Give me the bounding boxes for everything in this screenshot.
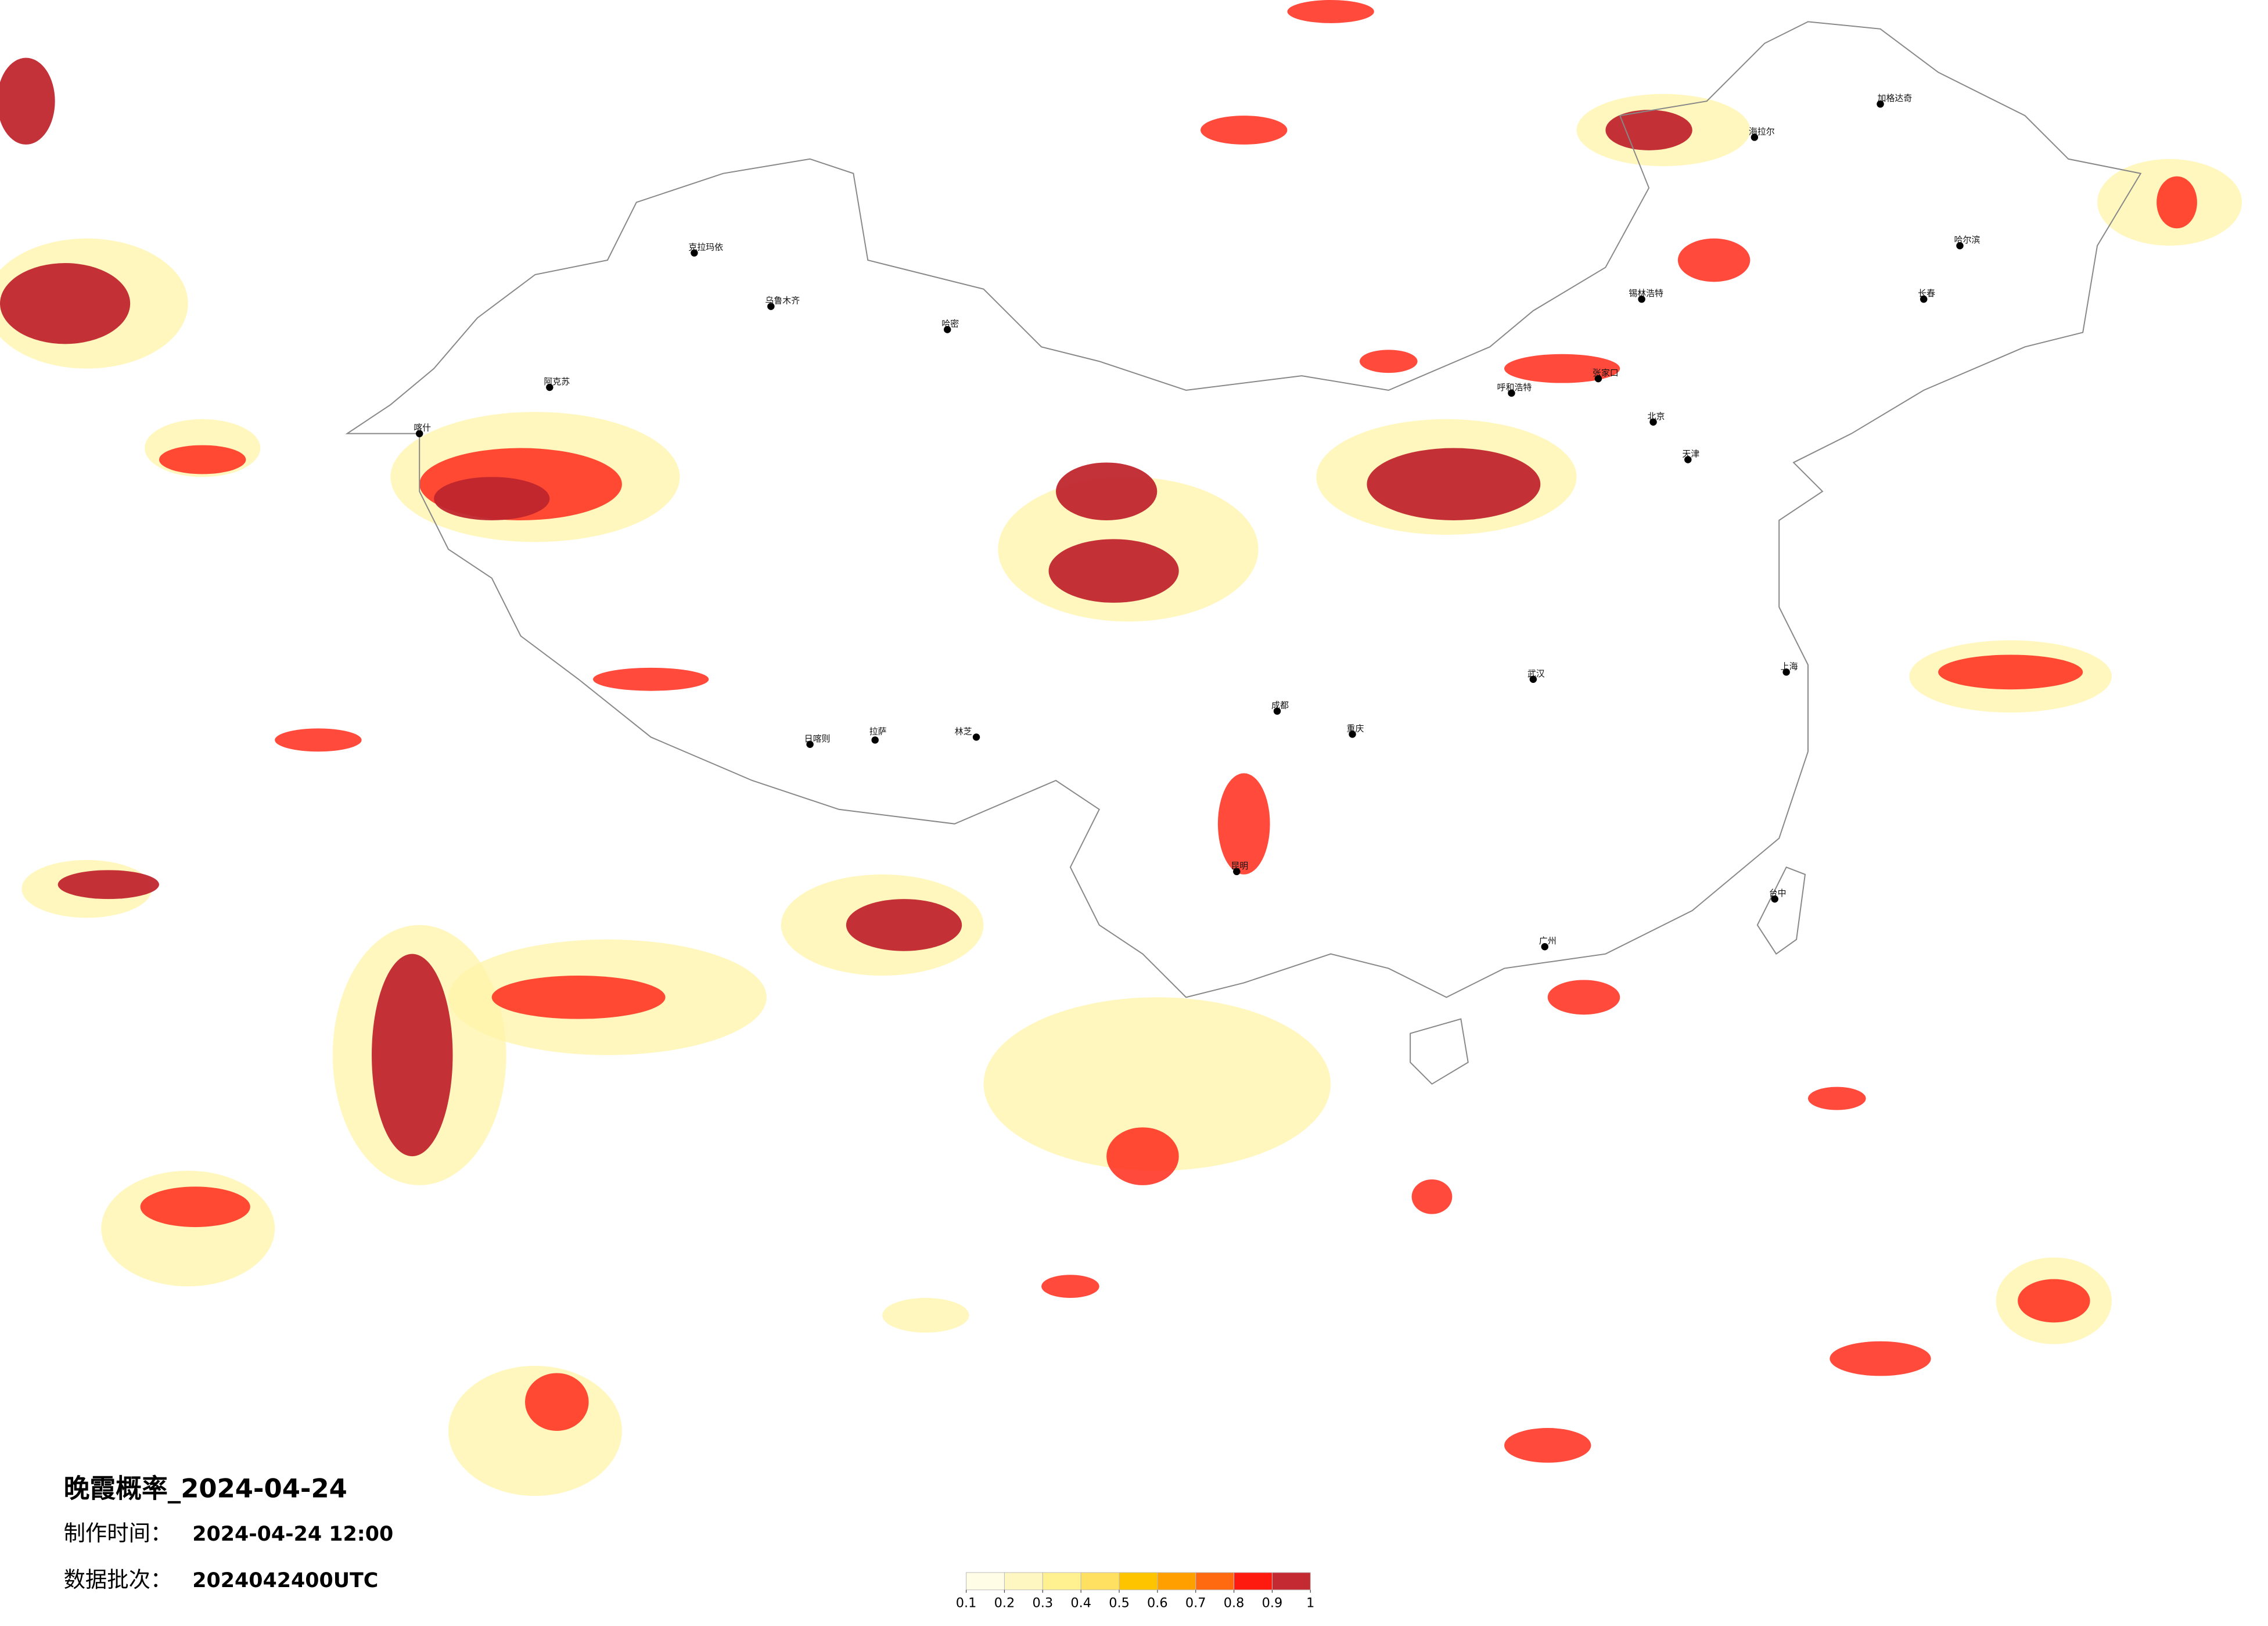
city-label: 喀什 (414, 423, 431, 433)
legend-swatch (1080, 1572, 1120, 1591)
city-label: 克拉玛依 (688, 242, 723, 253)
city-dot (1751, 134, 1759, 141)
probability-field (0, 0, 2242, 1497)
legend-swatch (1157, 1572, 1196, 1591)
city-label: 呼和浩特 (1497, 382, 1532, 393)
city-dot (1541, 943, 1548, 951)
legend-tick-label: 0.2 (994, 1596, 1015, 1611)
color-legend: 0.1 0.2 0.3 0.4 0.5 0.6 0.7 0.8 0.9 1 (956, 1572, 1314, 1611)
city-dot (1877, 100, 1884, 108)
legend-tick-label: 0.1 (956, 1596, 977, 1611)
city-label: 张家口 (1593, 368, 1619, 378)
city-label: 昆明 (1231, 861, 1248, 871)
legend-swatch (966, 1572, 1005, 1591)
legend-swatch (1042, 1572, 1081, 1591)
batch-value: 2024042400UTC (192, 1569, 378, 1592)
city-label: 林芝 (955, 726, 972, 736)
city-dot (972, 733, 980, 741)
city-label: 台中 (1769, 888, 1787, 898)
city-label: 锡林浩特 (1629, 288, 1663, 298)
taiwan-border (1756, 866, 1806, 955)
hainan-border (1410, 1018, 1469, 1085)
city-dot (1638, 295, 1645, 303)
city-label: 天津 (1682, 448, 1699, 459)
legend-swatch (1119, 1572, 1158, 1591)
legend-tick-label: 0.5 (1109, 1596, 1130, 1611)
legend-swatch (1271, 1572, 1311, 1591)
legend-tick-label: 0.3 (1032, 1596, 1053, 1611)
legend-tick-label: 0.7 (1185, 1596, 1206, 1611)
title: 晚霞概率_2024-04-24 (64, 1473, 347, 1504)
city-dot (691, 249, 698, 257)
map-layer: 克拉玛依 乌鲁木齐 哈密 阿克苏 喀什 拉萨 日喀则 林芝 北京 天津 上海 广… (0, 0, 2242, 1611)
legend-tick-label: 1 (1306, 1596, 1314, 1611)
legend-tick-label: 0.4 (1070, 1596, 1091, 1611)
city-dot (871, 736, 879, 744)
cities: 克拉玛依 乌鲁木齐 哈密 阿克苏 喀什 拉萨 日喀则 林芝 北京 天津 上海 广… (414, 93, 1981, 951)
city-label: 阿克苏 (544, 376, 570, 387)
batch-label: 数据批次： (64, 1567, 172, 1592)
city-label: 拉萨 (869, 726, 887, 736)
city-label: 海拉尔 (1749, 126, 1775, 136)
city-dot (1529, 675, 1537, 684)
city-dot (1771, 895, 1778, 903)
city-dot (1956, 242, 1964, 250)
legend-tick-label: 0.8 (1224, 1596, 1245, 1611)
china-border (345, 21, 2142, 998)
city-dot (546, 383, 553, 391)
city-label: 日喀则 (804, 733, 831, 744)
legend-tick-label: 0.9 (1262, 1596, 1283, 1611)
city-dot (1349, 731, 1356, 738)
city-dot (1684, 456, 1692, 463)
city-dot (1273, 707, 1281, 715)
city-dot (1649, 418, 1657, 426)
city-dot (1508, 389, 1515, 397)
city-dot (415, 430, 423, 437)
legend-swatch (1004, 1572, 1043, 1591)
city-label: 哈尔滨 (1954, 235, 1981, 245)
city-label: 北京 (1648, 411, 1665, 422)
city-label: 加格达奇 (1878, 93, 1913, 103)
legend-swatch (1234, 1572, 1273, 1591)
city-label: 长春 (1918, 288, 1935, 298)
city-dot (1233, 868, 1241, 876)
city-label: 哈密 (941, 318, 959, 329)
legend-swatch (1195, 1572, 1235, 1591)
made-time-value: 2024-04-24 12:00 (192, 1523, 393, 1546)
made-time-label: 制作时间： (64, 1520, 172, 1546)
city-label: 上海 (1781, 661, 1798, 671)
city-label: 武汉 (1527, 668, 1545, 679)
city-dot (767, 303, 775, 310)
city-label: 乌鲁木齐 (765, 296, 800, 306)
city-dot (1782, 668, 1790, 676)
city-dot (1594, 375, 1602, 383)
city-label: 成都 (1271, 700, 1289, 711)
city-dot (943, 326, 951, 333)
legend-tick-label: 0.6 (1147, 1596, 1168, 1611)
city-dot (806, 740, 814, 749)
city-label: 广州 (1539, 936, 1557, 946)
city-label: 重庆 (1347, 723, 1364, 733)
city-dot (1920, 295, 1928, 303)
